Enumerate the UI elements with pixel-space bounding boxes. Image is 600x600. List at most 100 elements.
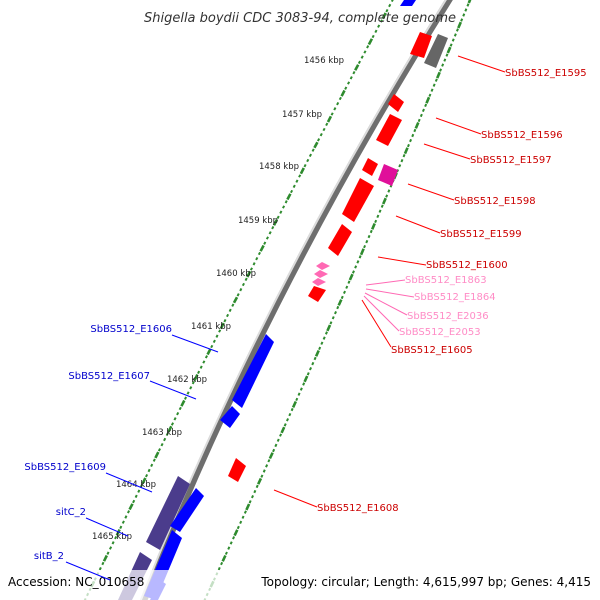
- minor-tick: [202, 360, 206, 364]
- gene-labels: SbBS512_E1595 SbBS512_E1596 SbBS512_E159…: [24, 68, 586, 562]
- minor-tick: [218, 329, 222, 333]
- minor-tick: [428, 93, 432, 97]
- minor-tick: [248, 500, 252, 504]
- minor-tick: [134, 494, 138, 499]
- gene-label[interactable]: SbBS512_E1863: [405, 275, 487, 286]
- minor-tick: [333, 107, 337, 111]
- gene-arrow[interactable]: [388, 94, 404, 112]
- minor-tick: [263, 241, 267, 245]
- mobile-element-icon[interactable]: [316, 262, 330, 270]
- topology-text: Topology: circular; Length: 4,615,997 bp…: [260, 575, 591, 589]
- minor-tick: [371, 34, 375, 39]
- mobile-element-icon[interactable]: [312, 278, 326, 286]
- gene-arrow[interactable]: [232, 334, 274, 408]
- tick-label: 1462 kbp: [167, 375, 207, 385]
- gene-label[interactable]: sitB_2: [34, 551, 64, 562]
- minor-tick: [290, 189, 294, 194]
- leader-line: [85, 517, 129, 537]
- gene-label[interactable]: SbBS512_E1597: [470, 155, 552, 166]
- minor-tick: [390, 0, 394, 3]
- minor-tick: [257, 251, 261, 256]
- major-tick: [403, 147, 409, 155]
- gene-arrow[interactable]: [328, 224, 352, 256]
- minor-tick: [267, 459, 271, 463]
- minor-tick: [220, 561, 224, 566]
- minor-tick: [464, 8, 468, 12]
- minor-tick: [191, 380, 195, 385]
- minor-tick: [160, 442, 164, 447]
- minor-tick: [344, 86, 348, 90]
- gene-arrow[interactable]: [378, 164, 398, 186]
- minor-tick: [379, 19, 383, 23]
- minor-tick: [210, 344, 214, 349]
- minor-tick: [217, 567, 221, 571]
- minor-tick: [338, 96, 342, 101]
- minor-tick: [356, 260, 360, 264]
- major-tick: [246, 270, 252, 278]
- gene-arrow[interactable]: [342, 178, 374, 222]
- major-tick: [457, 21, 462, 29]
- gene-label[interactable]: SbBS512_E1595: [505, 68, 587, 79]
- gene-label[interactable]: SbBS512_E1864: [414, 292, 496, 303]
- gene-arrow[interactable]: [410, 32, 432, 58]
- tick-label: 1461 kbp: [191, 322, 231, 332]
- gene-label[interactable]: SbBS512_E1596: [481, 130, 563, 141]
- minor-tick: [152, 458, 156, 462]
- leader-line: [457, 55, 506, 73]
- leader-line: [407, 183, 455, 201]
- minor-tick: [265, 236, 269, 240]
- gene-arrow[interactable]: [424, 34, 448, 68]
- gene-arrow[interactable]: [308, 286, 326, 302]
- gene-label[interactable]: SbBS512_E2053: [399, 327, 481, 338]
- gene-arrow[interactable]: [170, 488, 204, 532]
- major-tick: [102, 554, 108, 562]
- gene-label[interactable]: sitC_2: [56, 507, 86, 518]
- minor-tick: [150, 463, 154, 468]
- gene-arrow[interactable]: [400, 0, 416, 6]
- minor-tick: [109, 546, 113, 550]
- minor-tick: [212, 339, 216, 344]
- minor-tick: [272, 448, 276, 453]
- gene-arrow[interactable]: [362, 158, 378, 176]
- gene-label[interactable]: SbBS512_E1607: [68, 371, 150, 382]
- minor-tick: [441, 63, 445, 67]
- minor-tick: [443, 58, 447, 62]
- minor-tick: [398, 164, 402, 168]
- minor-tick: [419, 113, 423, 118]
- leader-line: [105, 472, 153, 493]
- gene-label[interactable]: SbBS512_E1600: [426, 260, 508, 271]
- minor-tick: [101, 561, 105, 566]
- major-tick: [280, 426, 286, 434]
- gene-label[interactable]: SbBS512_E1598: [454, 196, 536, 207]
- minor-tick: [262, 469, 266, 473]
- tick-labels: 1456 kbp 1457 kbp 1458 kbp 1459 kbp 1460…: [92, 56, 344, 542]
- gene-arrow[interactable]: [376, 114, 402, 146]
- minor-tick: [342, 290, 347, 295]
- minor-tick: [451, 38, 455, 42]
- minor-tick: [351, 270, 355, 274]
- gene-label[interactable]: SbBS512_E2036: [407, 311, 489, 322]
- gene-arrow[interactable]: [146, 476, 190, 550]
- gene-label[interactable]: SbBS512_E1599: [440, 229, 522, 240]
- leader-line: [361, 299, 392, 348]
- gene-arrow[interactable]: [228, 458, 246, 482]
- minor-tick: [360, 55, 364, 59]
- gene-label[interactable]: SbBS512_E1606: [90, 324, 172, 335]
- minor-tick: [385, 8, 389, 13]
- gene-label[interactable]: SbBS512_E1608: [317, 503, 399, 514]
- mobile-element-icon[interactable]: [314, 270, 328, 278]
- minor-tick: [111, 541, 115, 545]
- minor-tick: [298, 174, 302, 178]
- gene-label[interactable]: SbBS512_E1609: [24, 462, 106, 473]
- minor-tick: [274, 443, 278, 448]
- minor-tick: [455, 28, 459, 32]
- minor-tick: [241, 282, 245, 287]
- leader-lines: [65, 55, 506, 581]
- gene-label[interactable]: SbBS512_E1605: [391, 345, 473, 356]
- tick-label: 1458 kbp: [259, 162, 299, 172]
- minor-tick: [279, 210, 283, 214]
- major-tick: [313, 141, 319, 149]
- minor-tick: [229, 541, 233, 545]
- minor-tick: [402, 154, 406, 158]
- gene-arrow[interactable]: [220, 406, 240, 428]
